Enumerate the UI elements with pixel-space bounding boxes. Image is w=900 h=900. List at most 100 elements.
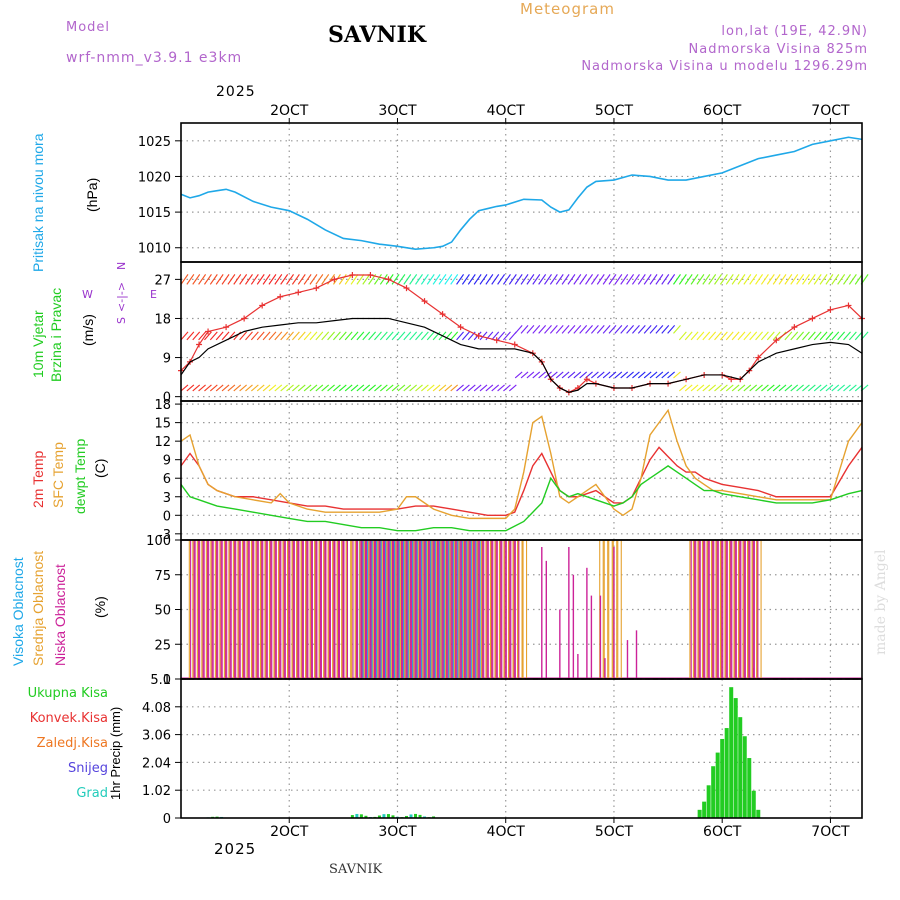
wind-barb-2-858 <box>567 371 576 379</box>
cloud-bar-2-2-120 <box>722 540 727 679</box>
precip-bar-11 <box>747 758 752 818</box>
wind-barb-0-1144 <box>696 274 705 285</box>
wind-barb-2-819 <box>550 371 558 379</box>
precip-trace-1-39 <box>355 813 359 818</box>
wind-barb-1-221 <box>280 331 289 341</box>
wind-barb-0-871 <box>573 274 582 285</box>
wind-barb-2-793 <box>538 371 546 379</box>
wind-barb-2-728 <box>508 384 517 392</box>
cloud-bar-2-0-20 <box>271 540 276 679</box>
wind-barb-0-858 <box>567 274 576 285</box>
wind-barb-2-975 <box>620 371 629 379</box>
ytick-label-0-1: 1015 <box>138 206 171 221</box>
precip-bar-1 <box>702 801 707 818</box>
wind-barb-1-1274 <box>755 331 763 341</box>
top-year-label: 2025 <box>216 84 256 100</box>
wind-barb-1-936 <box>602 324 611 334</box>
precip-trace-1-56 <box>432 816 436 818</box>
wind-barb-1-884 <box>579 324 588 334</box>
wind-barb-2-169 <box>256 384 265 392</box>
wind-barb-0-650 <box>473 274 482 285</box>
ytick-label-4-2: 2.04 <box>142 756 171 771</box>
wind-barb-2-312 <box>321 384 330 392</box>
wind-barb-2-390 <box>356 384 365 392</box>
wind-barb-1-1170 <box>708 331 717 341</box>
wind-speed-marker-7 <box>277 293 284 300</box>
cloud-bar-2-0-24 <box>289 540 294 679</box>
cloud-bar-2-2-116 <box>704 540 709 679</box>
wind-barb-1-1105 <box>678 331 687 341</box>
wind-barb-0-468 <box>391 274 400 285</box>
wind-barb-1-65 <box>209 331 218 341</box>
wind-barb-2-754 <box>520 371 529 379</box>
wind-barb-0-923 <box>596 274 605 285</box>
wind-barb-1-143 <box>245 331 253 341</box>
cloud-bar-2-2-125 <box>744 540 750 679</box>
wind-barb-1-208 <box>274 331 283 341</box>
top-date-label-2: 4OCT <box>487 103 526 119</box>
cloud-bar-2-1-61 <box>456 540 461 679</box>
wind-barb-0-286 <box>309 274 318 285</box>
wind-barb-2-117 <box>233 384 242 392</box>
cloud-bar-2-0-27 <box>302 540 308 679</box>
wind-barb-2-52 <box>204 384 212 392</box>
cloud-bar-2-0-10 <box>226 540 231 679</box>
wind-barb-1-468 <box>391 331 400 341</box>
wind-speed-marker-12 <box>367 272 374 279</box>
wind-barb-1-403 <box>362 331 371 341</box>
wind-barb-0-1092 <box>673 274 681 285</box>
wind-barb-2-1105 <box>678 384 687 392</box>
wind-barb-0-1079 <box>667 274 676 285</box>
wind-barb-0-1365 <box>796 274 805 285</box>
wind-barb-2-1144 <box>696 384 705 392</box>
wind-barb-2-741 <box>514 371 523 379</box>
precip-bar-6 <box>724 728 729 818</box>
wind-mean-line <box>180 317 863 393</box>
wind-barb-0-299 <box>315 274 324 285</box>
cloud-bar-1-0-38 <box>351 540 356 679</box>
wind-barb-0-1300 <box>766 274 775 285</box>
wind-barb-2-1209 <box>725 384 734 392</box>
wind-barb-1-1391 <box>807 331 816 341</box>
cloud-bar-2-0-13 <box>239 540 245 679</box>
wind-barb-1-273 <box>303 331 312 341</box>
wind-barb-2-663 <box>479 384 488 392</box>
wind-barb-1-416 <box>368 331 377 341</box>
cloud-bar-2-0-33 <box>329 540 335 679</box>
wind-barb-2-273 <box>303 384 312 392</box>
wind-speed-marker-2 <box>196 341 203 348</box>
wind-barb-1-1378 <box>802 331 810 341</box>
cloud-bar-2-1-46 <box>388 540 394 679</box>
bottom-date-label-5: 7OCT <box>811 824 850 840</box>
cloud-bar-1-0-2 <box>188 540 194 679</box>
cloud-bar-2-0-36 <box>343 540 349 679</box>
wind-speed-marker-20 <box>511 341 518 348</box>
wind-barb-0-715 <box>503 274 511 285</box>
cloud-bar-2-1-43 <box>374 540 380 679</box>
cloud-bar-2-2-114 <box>695 540 700 679</box>
cloud-bar-2-0-18 <box>262 540 267 679</box>
wind-barb-0-247 <box>291 274 300 285</box>
wind-barb-1-52 <box>204 331 212 341</box>
wind-barb-2-1287 <box>761 384 769 392</box>
wind-barb-2-520 <box>415 384 423 392</box>
wind-barb-1-1300 <box>766 331 775 341</box>
wind-speed-marker-9 <box>313 285 320 292</box>
wind-barb-2-26 <box>192 384 201 392</box>
wind-barb-1-1261 <box>749 331 758 341</box>
wind-barb-0-260 <box>297 274 306 285</box>
wind-barb-2-351 <box>338 384 347 392</box>
wind-barb-2-845 <box>561 371 570 379</box>
wind-barb-2-1248 <box>743 384 752 392</box>
wind-barb-0-234 <box>286 274 294 285</box>
wind-speed-marker-27 <box>583 376 590 383</box>
precip-trace-1-47 <box>391 815 395 818</box>
bottom-date-label-4: 6OCT <box>703 824 742 840</box>
wind-barb-0-351 <box>338 274 347 285</box>
wind-barb-0-1274 <box>755 274 764 285</box>
wind-speed-marker-11 <box>349 272 356 279</box>
wind-barb-0-663 <box>479 274 488 285</box>
wind-barb-1-806 <box>544 324 552 334</box>
wind-barb-1-1417 <box>819 331 828 341</box>
wind-barb-1-130 <box>239 331 248 341</box>
